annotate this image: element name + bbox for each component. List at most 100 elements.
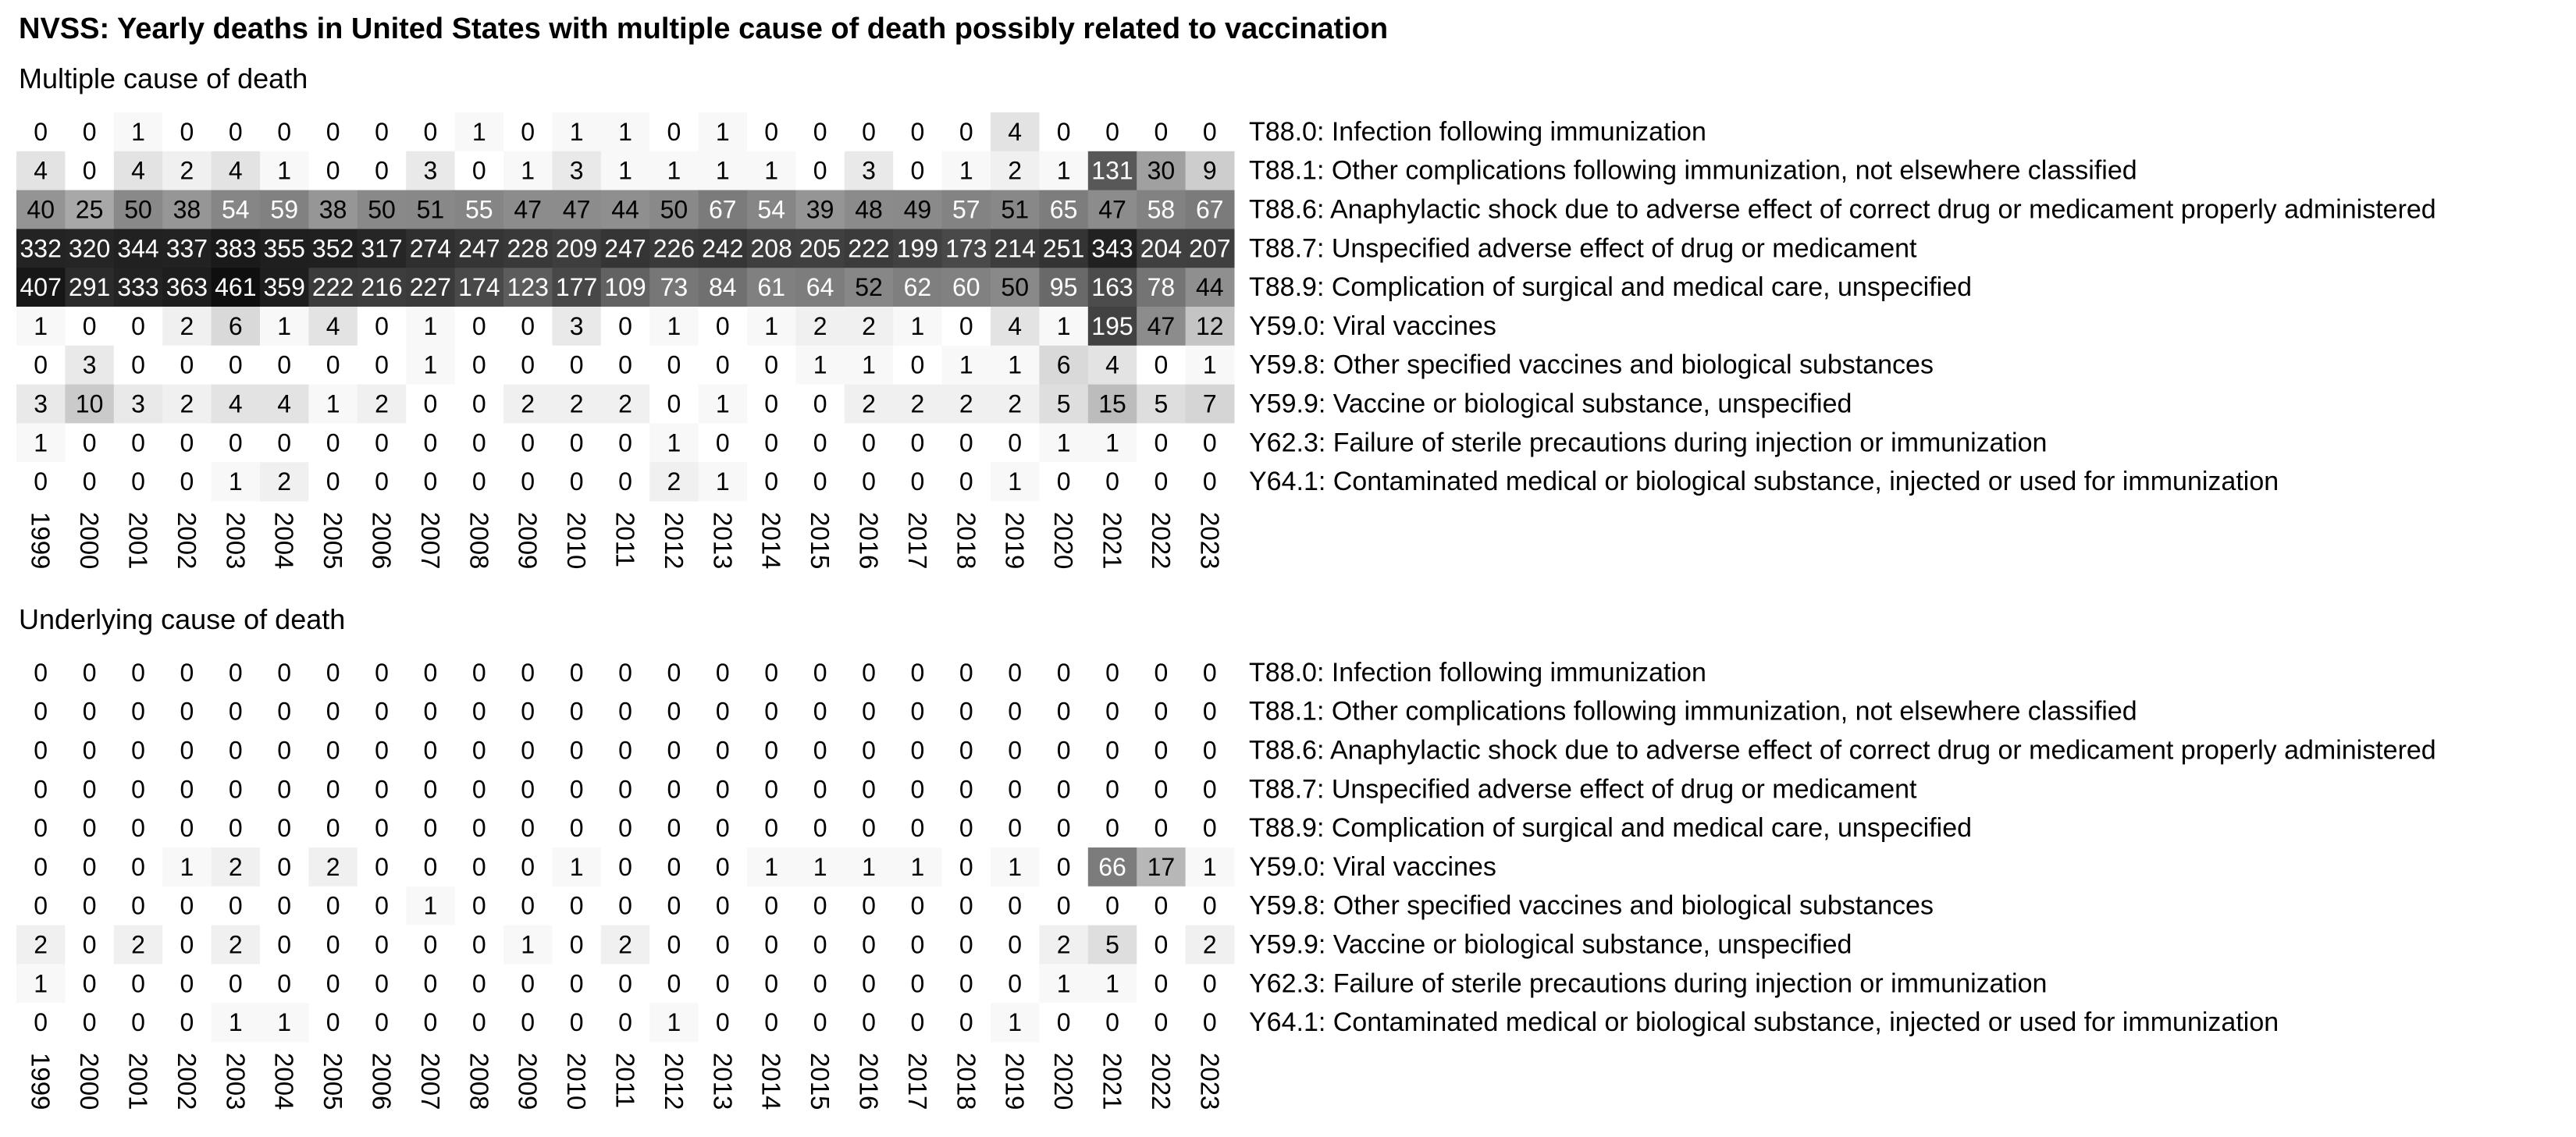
cell-value-label: 57 <box>952 196 980 224</box>
heatmap-cell <box>1039 769 1089 809</box>
heatmap-cell <box>1185 769 1235 809</box>
heatmap-cell <box>308 384 358 424</box>
x-tick-label: 2018 <box>952 1053 980 1110</box>
heatmap-cell <box>113 964 163 1004</box>
cell-value-label: 0 <box>229 351 243 379</box>
heatmap-cell <box>893 964 943 1004</box>
cell-value-label: 48 <box>855 196 883 224</box>
cell-value-label: 0 <box>83 659 97 687</box>
cell-value-label: 54 <box>757 196 785 224</box>
heatmap-cell <box>552 384 602 424</box>
cell-value-label: 0 <box>1203 467 1217 496</box>
heatmap-cell <box>941 229 991 268</box>
cell-value-label: 163 <box>1091 273 1133 301</box>
cell-value-label: 0 <box>277 892 291 920</box>
heatmap-cell <box>260 964 309 1004</box>
heatmap-cell <box>600 925 650 965</box>
heatmap-cell <box>16 268 66 307</box>
heatmap-cell <box>991 268 1040 307</box>
cell-value-label: 0 <box>911 892 925 920</box>
cell-value-label: 2 <box>1203 931 1217 959</box>
heatmap-cell <box>649 730 699 770</box>
heatmap-cell <box>357 307 407 346</box>
heatmap-cell <box>65 423 115 463</box>
cell-value-label: 0 <box>326 737 340 765</box>
x-tick-label: 2017 <box>903 512 932 569</box>
cell-value-label: 0 <box>180 775 194 803</box>
panel-title: Underlying cause of death <box>19 603 345 635</box>
heatmap-cell <box>747 847 796 887</box>
cell-value-label: 0 <box>813 467 827 496</box>
cell-value-label: 0 <box>862 931 876 959</box>
cell-value-label: 0 <box>1155 351 1169 379</box>
cell-value-label: 1 <box>180 853 194 881</box>
heatmap-cell <box>941 1003 991 1043</box>
heatmap-cell <box>1039 384 1089 424</box>
heatmap-cell <box>600 112 650 152</box>
heatmap-cell <box>698 345 748 386</box>
cell-value-label: 0 <box>667 892 681 920</box>
cell-value-label: 174 <box>458 273 500 301</box>
heatmap-cell <box>552 462 602 502</box>
cell-value-label: 4 <box>1105 351 1119 379</box>
cell-value-label: 0 <box>472 814 486 842</box>
heatmap-cell <box>113 229 163 268</box>
heatmap-cell <box>1185 151 1235 191</box>
cell-value-label: 0 <box>424 698 438 726</box>
heatmap-cell <box>211 112 261 152</box>
cell-value-label: 1 <box>1057 312 1071 340</box>
heatmap-cell <box>844 151 894 191</box>
row-label: Y64.1: Contaminated medical or biologica… <box>1249 1007 2279 1037</box>
heatmap-cell <box>747 151 796 191</box>
cell-value-label: 1 <box>424 312 438 340</box>
heatmap-cell <box>454 808 504 848</box>
heatmap-cell <box>260 151 309 191</box>
heatmap-cell <box>552 808 602 848</box>
heatmap-cell <box>698 808 748 848</box>
heatmap-cell <box>65 462 115 502</box>
cell-value-label: 1 <box>716 390 730 418</box>
heatmap-cell <box>16 847 66 887</box>
cell-value-label: 0 <box>472 428 486 457</box>
cell-value-label: 0 <box>131 467 145 496</box>
cell-value-label: 0 <box>618 698 632 726</box>
heatmap-cell <box>211 229 261 268</box>
cell-value-label: 0 <box>911 157 925 185</box>
cell-value-label: 1 <box>716 118 730 146</box>
cell-value-label: 0 <box>424 467 438 496</box>
heatmap-cell <box>211 384 261 424</box>
cell-value-label: 0 <box>375 1008 389 1036</box>
heatmap-cell <box>260 653 309 693</box>
cell-value-label: 242 <box>702 234 743 262</box>
heatmap-cell <box>649 769 699 809</box>
cell-value-label: 0 <box>180 931 194 959</box>
heatmap-cell <box>162 847 212 887</box>
heatmap-cell <box>65 307 115 346</box>
cell-value-label: 0 <box>375 698 389 726</box>
heatmap-cell <box>747 229 796 268</box>
heatmap-cell <box>113 925 163 965</box>
cell-value-label: 2 <box>180 157 194 185</box>
cell-value-label: 0 <box>618 737 632 765</box>
cell-value-label: 0 <box>472 775 486 803</box>
heatmap-cell <box>844 691 894 732</box>
heatmap-cell <box>503 808 553 848</box>
cell-value-label: 9 <box>1203 157 1217 185</box>
cell-value-label: 1 <box>862 853 876 881</box>
heatmap-cell <box>162 423 212 463</box>
heatmap-cell <box>941 808 991 848</box>
cell-value-label: 0 <box>34 351 48 379</box>
cell-value-label: 0 <box>375 312 389 340</box>
row-label: Y59.0: Viral vaccines <box>1249 852 1496 882</box>
heatmap-cell <box>357 268 407 307</box>
heatmap-cell <box>113 268 163 307</box>
cell-value-label: 227 <box>410 273 451 301</box>
heatmap-cell <box>991 964 1040 1004</box>
heatmap-cell <box>211 1003 261 1043</box>
cell-value-label: 0 <box>375 892 389 920</box>
heatmap-cell <box>357 345 407 386</box>
cell-value-label: 38 <box>173 196 201 224</box>
x-tick-label: 2002 <box>173 512 201 569</box>
heatmap-cell <box>260 423 309 463</box>
heatmap-cell <box>503 112 553 152</box>
